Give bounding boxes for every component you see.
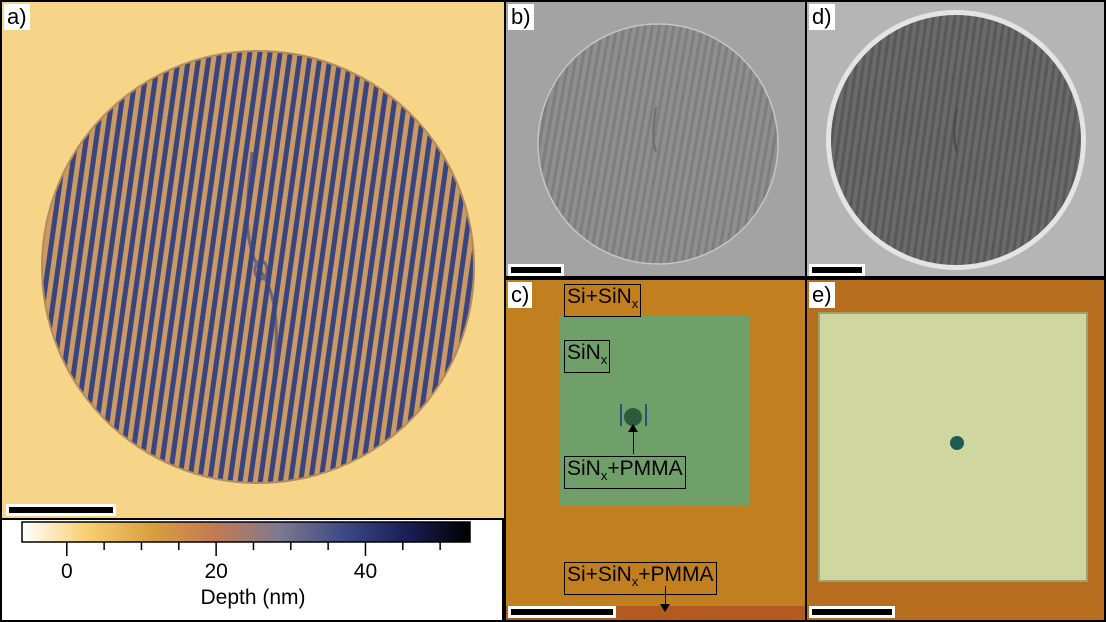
pmma-dot: [624, 408, 642, 426]
afm-stripe-disk: [41, 50, 475, 484]
panel-c-label: c): [508, 282, 533, 308]
label-si-sinx-pmma: Si+SiNx+PMMA: [564, 562, 717, 596]
sem-disk-d: [826, 10, 1086, 270]
panel-e-label: e): [809, 282, 835, 308]
label-sinx: SiNx: [564, 340, 611, 374]
pmma-arrow: [633, 428, 634, 454]
pmma-bracket-right: [645, 404, 647, 426]
panel-c-optical-image: c) Si+SiNx SiNx SiNx+PMMA Si+SiNx+PMMA: [504, 278, 805, 622]
panel-d-sem-image: d): [805, 0, 1106, 278]
pmma-dot: [950, 436, 964, 450]
colorbar-gradient: [21, 521, 471, 556]
colorbar: 0 20 40 Depth (nm): [0, 520, 504, 622]
label-text: SiN: [567, 341, 601, 364]
panel-e-optical-image: e): [805, 278, 1106, 622]
panel-c-scale-bar: [508, 606, 616, 618]
panel-d-label: d): [809, 4, 835, 30]
bottom-arrow: [665, 586, 666, 606]
bottom-arrowhead: [660, 604, 670, 612]
label-subscript: x: [631, 574, 639, 590]
panel-a-label: a): [4, 4, 30, 30]
label-text: SiN: [567, 457, 601, 480]
panel-a-scale-bar: [6, 504, 116, 516]
panel-b-sem-image: b): [504, 0, 805, 278]
panel-a-afm-image: a): [0, 0, 504, 520]
colorbar-tick-label: 0: [60, 560, 73, 583]
panel-b-scale-bar: [508, 264, 564, 276]
label-text: +PMMA: [638, 563, 714, 586]
label-subscript: x: [631, 296, 639, 312]
label-text: Si+SiN: [567, 285, 632, 308]
pmma-bracket-left: [620, 404, 622, 426]
panel-b-label: b): [508, 4, 534, 30]
label-text: Si+SiN: [567, 563, 632, 586]
colorbar-title: Depth (nm): [200, 586, 306, 609]
pmma-arrowhead: [628, 424, 638, 432]
label-text: +PMMA: [607, 457, 683, 480]
panel-e-scale-bar: [809, 606, 895, 618]
colorbar-tick-label: 40: [353, 560, 378, 583]
label-sinx-pmma: SiNx+PMMA: [564, 456, 686, 490]
label-subscript: x: [600, 468, 608, 484]
sem-disk-b: [537, 23, 779, 265]
colorbar-tick-label: 20: [204, 560, 228, 583]
label-si-sinx: Si+SiNx: [564, 284, 642, 318]
label-subscript: x: [600, 352, 608, 368]
sinx-window: [559, 316, 749, 506]
panel-d-scale-bar: [809, 264, 865, 276]
